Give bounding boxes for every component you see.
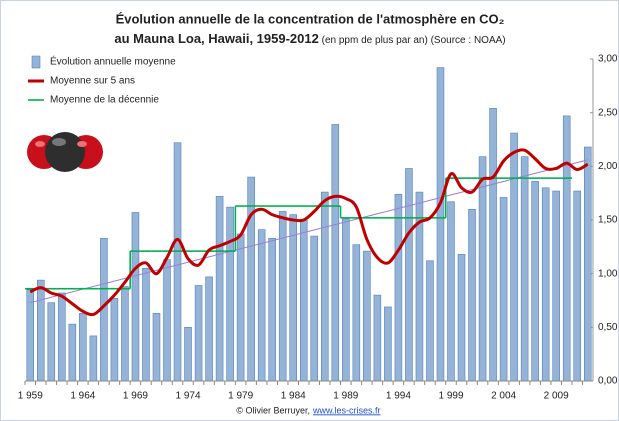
source-link[interactable]: www.les-crises.fr xyxy=(312,405,381,415)
legend-label: Évolution annuelle moyenne xyxy=(50,55,176,68)
bar xyxy=(164,260,171,381)
bar xyxy=(532,181,539,381)
bar xyxy=(69,324,76,381)
bar xyxy=(279,211,286,381)
y-tick-label: 1,00 xyxy=(598,268,618,279)
bar xyxy=(237,234,244,381)
x-tick-label: 1 969 xyxy=(123,391,148,402)
bar xyxy=(479,157,486,381)
y-tick-label: 0,50 xyxy=(598,322,618,333)
bar xyxy=(269,238,276,381)
bar xyxy=(384,307,391,381)
bar xyxy=(227,207,234,381)
co2-molecule xyxy=(27,132,103,172)
bar xyxy=(216,196,223,381)
bar xyxy=(426,261,433,381)
bar xyxy=(121,287,128,381)
bar xyxy=(37,280,44,381)
bar xyxy=(332,124,339,381)
x-tick-label: 1 999 xyxy=(438,391,463,402)
bar xyxy=(185,327,192,381)
x-tick-label: 1 974 xyxy=(176,391,201,402)
bar xyxy=(174,143,181,381)
bar xyxy=(27,290,34,381)
legend-label: Moyenne de la décennie xyxy=(50,95,159,106)
bar xyxy=(500,197,507,381)
bar xyxy=(553,191,560,381)
x-tick-label: 1 989 xyxy=(333,391,358,402)
x-tick-label: 1 959 xyxy=(18,391,43,402)
x-tick-label: 1 964 xyxy=(70,391,95,402)
x-tick-label: 2 009 xyxy=(544,391,569,402)
chart-title: Évolution annuelle de la concentration d… xyxy=(116,11,505,26)
bar xyxy=(363,251,370,381)
bar xyxy=(448,202,455,381)
bar xyxy=(405,168,412,381)
bar xyxy=(584,147,591,381)
source: © Olivier Berruyer, xyxy=(236,405,310,415)
y-tick-label: 2,00 xyxy=(598,161,618,172)
subtitle: (en ppm de plus par an) (Source : NOAA) xyxy=(322,35,506,46)
bar xyxy=(511,133,518,381)
bar xyxy=(521,157,528,381)
chart-title-2: au Mauna Loa, Hawaii, 1959-2012 xyxy=(114,31,318,46)
chart: Évolution annuelle de la concentration d… xyxy=(0,0,619,421)
bar xyxy=(321,192,328,381)
legend-swatch xyxy=(32,56,40,68)
y-tick-label: 3,00 xyxy=(598,54,618,65)
x-tick-label: 2 004 xyxy=(491,391,516,402)
bar xyxy=(142,268,149,381)
bar xyxy=(342,219,349,381)
bar xyxy=(374,295,381,381)
bar xyxy=(153,313,160,381)
bar xyxy=(437,68,444,381)
bar xyxy=(490,108,497,381)
bar xyxy=(300,220,307,381)
bar xyxy=(132,212,139,381)
y-tick-label: 2,50 xyxy=(598,107,618,118)
bar xyxy=(458,254,465,381)
bar xyxy=(258,230,265,381)
bar xyxy=(79,313,86,381)
bar xyxy=(563,116,570,381)
bar xyxy=(353,245,360,381)
x-tick-label: 1 994 xyxy=(386,391,411,402)
bar xyxy=(574,191,581,381)
legend-label: Moyenne sur 5 ans xyxy=(50,76,135,87)
x-tick-label: 1 984 xyxy=(281,391,306,402)
bar xyxy=(248,177,255,381)
y-tick-label: 1,50 xyxy=(598,215,618,226)
bar xyxy=(395,194,402,381)
bar xyxy=(48,303,55,381)
bar xyxy=(206,277,213,381)
bar xyxy=(195,285,202,381)
bar xyxy=(58,293,65,381)
bar xyxy=(290,215,297,381)
bar xyxy=(311,236,318,381)
bar xyxy=(542,188,549,381)
bar xyxy=(90,336,97,381)
x-tick-label: 1 979 xyxy=(228,391,253,402)
y-tick-label: 0,00 xyxy=(598,376,618,387)
chart-title-line: au Mauna Loa, Hawaii, 1959-2012 (en ppm … xyxy=(114,31,505,46)
bar xyxy=(469,209,476,381)
bar xyxy=(111,298,118,381)
